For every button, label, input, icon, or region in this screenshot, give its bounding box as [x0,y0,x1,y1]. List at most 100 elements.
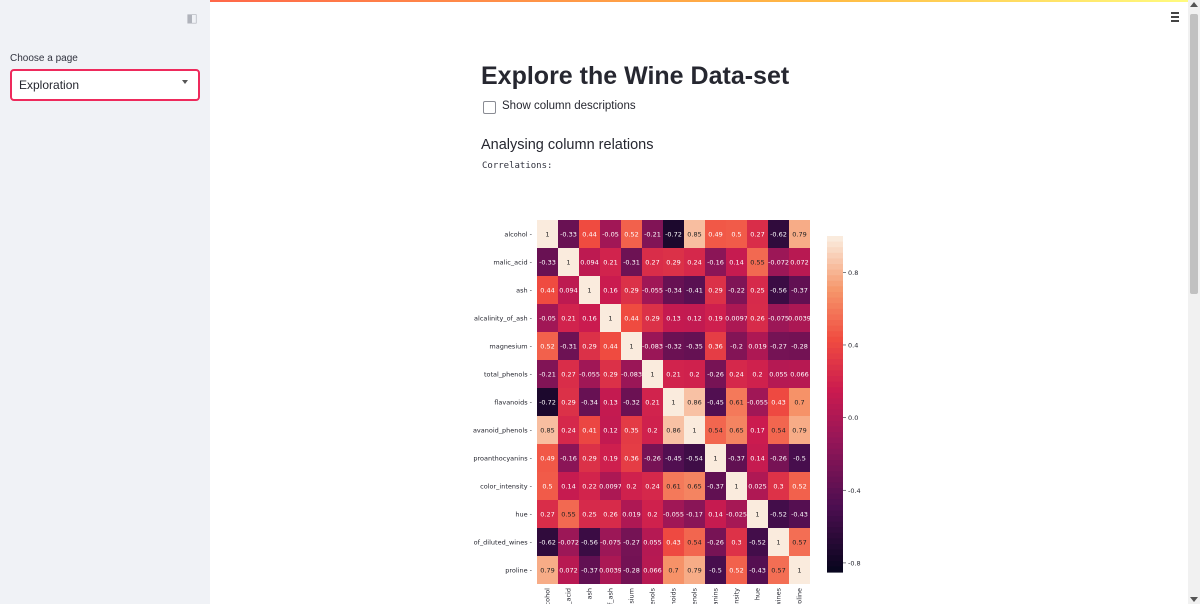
scroll-up-icon[interactable] [1190,2,1198,7]
colorbar-segment [827,516,843,523]
heatmap-cell [705,500,726,528]
heatmap-cell-label: -0.62 [770,231,787,239]
heatmap-cell [705,248,726,276]
colorbar-segment [827,320,843,327]
heatmap-cell [684,528,705,556]
heatmap-cell [684,220,705,248]
heatmap-cell [789,556,810,584]
heatmap-cell [705,332,726,360]
heatmap-cell [747,444,768,472]
heatmap-cell [537,220,558,248]
column-tick-label: hue [754,588,762,600]
heatmap-cell [579,304,600,332]
heatmap-cell-label: -0.072 [768,259,789,267]
heatmap-cell-label: 0.2 [647,511,657,519]
heatmap-cell-label: 0.44 [603,343,617,351]
heatmap-cell [558,416,579,444]
column-tick-label: ash [586,588,594,600]
colorbar-segment [827,376,843,383]
heatmap-cell-label: 0.0039 [788,315,811,323]
row-tick-label: hue - [515,511,532,519]
heatmap-cell-label: 0.55 [561,511,575,519]
collapse-sidebar-icon[interactable]: ◧ [186,11,198,25]
colorbar-segment [827,404,843,411]
heatmap-cell-label: 0.094 [559,287,578,295]
heatmap-cell-label: -0.35 [686,343,703,351]
heatmap-cell [663,500,684,528]
heatmap-cell-label: 0.3 [731,539,741,547]
colorbar-tick-label: 0.8 [848,269,858,277]
heatmap-cell [621,528,642,556]
heatmap-cell-label: 0.29 [582,455,596,463]
heatmap-cell [684,416,705,444]
heatmap-cell-label: 1 [629,343,633,351]
colorbar-segment [827,264,843,271]
heatmap-cell-label: 0.86 [687,399,701,407]
colorbar-segment [827,286,843,293]
heatmap-cell-label: 0.61 [666,483,680,491]
heatmap-cell-label: -0.075 [768,315,789,323]
heatmap-cell-label: -0.083 [621,371,642,379]
heatmap-cell-label: 0.19 [708,315,722,323]
page-select[interactable]: Exploration [10,69,200,101]
heatmap-cell [726,556,747,584]
heatmap-cell-label: 0.85 [540,427,554,435]
heatmap-cell-label: -0.32 [665,343,682,351]
correlations-text: Correlations: [482,161,553,171]
heatmap-cell [663,416,684,444]
colorbar-segment [827,432,843,439]
heatmap-cell [684,388,705,416]
heatmap-cell [600,528,621,556]
heatmap-cell-label: 0.27 [561,371,575,379]
colorbar-segment [827,566,843,573]
heatmap-cell [705,556,726,584]
heatmap-cell [537,500,558,528]
heatmap-cell-label: -0.5 [709,567,722,575]
heatmap-cell [705,220,726,248]
heatmap-cell-label: -0.075 [600,539,621,547]
heatmap-cell-label: 0.2 [647,427,657,435]
heatmap-cell [600,248,621,276]
heatmap-cell-label: 0.019 [622,511,641,519]
scroll-down-icon[interactable] [1190,597,1198,602]
colorbar-segment [827,415,843,422]
heatmap-cell [663,248,684,276]
heatmap-cell [642,416,663,444]
heatmap-cell [579,472,600,500]
heatmap-cell-label: -0.37 [791,287,808,295]
heatmap-cell-label: 0.14 [708,511,722,519]
heatmap-cell [558,248,579,276]
row-tick-label: avanoid_phenols - [473,427,533,435]
show-descriptions-checkbox[interactable] [483,101,496,114]
heatmap-cell [537,360,558,388]
heatmap-cell [705,416,726,444]
heatmap-cell-label: 0.44 [540,287,554,295]
scroll-thumb[interactable] [1190,14,1198,294]
heatmap-cell-label: 0.066 [643,567,662,575]
hamburger-menu-icon[interactable] [1171,12,1183,24]
heatmap-cell-label: -0.22 [728,287,745,295]
heatmap-cell-label: -0.52 [770,511,787,519]
heatmap-cell [642,360,663,388]
heatmap-cell-label: 1 [608,315,612,323]
heatmap-cell [789,248,810,276]
colorbar-segment [827,303,843,310]
heatmap-cell [747,276,768,304]
heatmap-cell [768,248,789,276]
heatmap-cell-label: 0.16 [582,315,596,323]
heatmap-cell-label: 0.3 [773,483,783,491]
heatmap-cell-label: 0.52 [624,231,638,239]
heatmap-cell [579,500,600,528]
heatmap-cell-label: 1 [755,511,759,519]
heatmap-cell [789,500,810,528]
heatmap-cell-label: -0.37 [728,455,745,463]
heatmap-cell [705,304,726,332]
heatmap-cell [726,332,747,360]
heatmap-cell-label: -0.54 [686,455,703,463]
scrollbar[interactable] [1188,0,1200,604]
heatmap-cell-label: 0.025 [748,483,767,491]
heatmap-cell [747,388,768,416]
show-descriptions-label[interactable]: Show column descriptions [502,100,636,112]
heatmap-cell-label: 0.14 [561,483,575,491]
heatmap-cell [663,528,684,556]
